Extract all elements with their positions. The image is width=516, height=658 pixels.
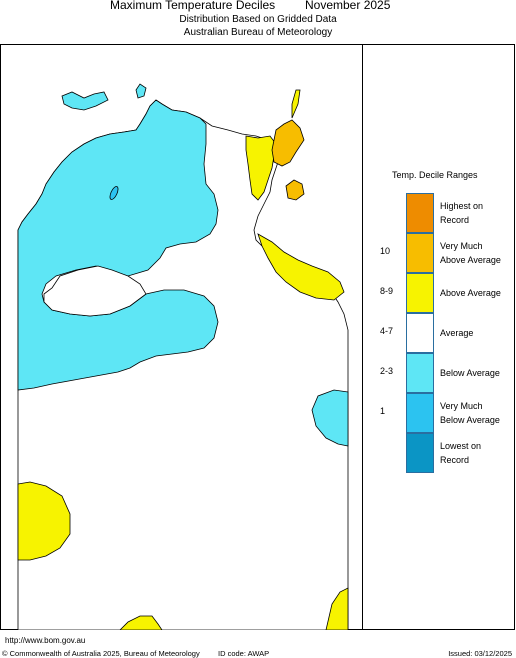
source-url: http://www.bom.gov.au	[5, 636, 86, 645]
legend-label-line: Above Average	[440, 255, 501, 265]
legend-label-line: Below Average	[440, 368, 500, 378]
region-average-inner	[43, 265, 147, 317]
map-agency: Australian Bureau of Meteorology	[183, 27, 333, 38]
legend-range: 1	[380, 406, 386, 416]
legend-row: 2-3 Below Average	[360, 353, 515, 393]
copyright-text: © Commonwealth of Australia 2025, Bureau…	[2, 649, 200, 658]
region-below-average-east	[311, 389, 349, 447]
legend-divider	[362, 44, 363, 630]
legend-label: Above Average	[440, 286, 501, 300]
legend-swatch	[406, 353, 434, 393]
legend-label-line: Record	[440, 455, 470, 465]
legend-row: Lowest on Record	[360, 433, 515, 473]
legend-range: 4-7	[380, 326, 394, 336]
region-above-average-southeast	[325, 587, 349, 630]
legend-row: 4-7 Average	[360, 313, 515, 353]
legend-label-line: Lowest on	[440, 441, 482, 451]
legend-range: 10	[380, 246, 391, 256]
legend-label-line: Above Average	[440, 288, 501, 298]
region-above-average-northeast	[245, 135, 277, 201]
legend-swatch	[406, 233, 434, 273]
region-very-much-above-average-island	[285, 179, 305, 201]
legend-swatch	[406, 193, 434, 233]
region-above-average-south	[119, 615, 163, 630]
island-north-2	[135, 83, 147, 99]
legend-swatch	[406, 313, 434, 353]
legend-label-line: Average	[440, 328, 474, 338]
legend-label-line: Very Much	[440, 241, 483, 251]
id-code: ID code: AWAP	[218, 649, 270, 658]
legend-title: Temp. Decile Ranges	[392, 170, 478, 180]
island-above-average	[291, 89, 301, 119]
issued-date: Issued: 03/12/2025	[448, 649, 512, 658]
legend-swatch	[406, 433, 434, 473]
map-subtitle: Distribution Based on Gridded Data	[179, 14, 337, 25]
legend-row: Highest on Record	[360, 193, 515, 233]
legend-label-line: Record	[440, 215, 470, 225]
legend-range: 8-9	[380, 286, 394, 296]
legend-label: Very Much Above Average	[440, 239, 501, 267]
legend-label: Below Average	[440, 366, 500, 380]
legend-label-line: Highest on	[440, 201, 484, 211]
legend-swatch	[406, 393, 434, 433]
legend-label-line: Very Much	[440, 401, 483, 411]
island-north-1	[61, 91, 109, 111]
legend-swatch	[406, 273, 434, 313]
region-above-average-gulf	[257, 233, 345, 301]
decile-map	[17, 83, 349, 630]
legend-row: 1 Very Much Below Average	[360, 393, 515, 433]
lake-feature	[109, 186, 119, 200]
legend-label: Highest on Record	[440, 199, 483, 227]
region-very-much-above-average	[271, 119, 305, 167]
region-below-average-west	[17, 99, 219, 391]
legend-label: Lowest on Record	[440, 439, 481, 467]
legend-row: 8-9 Above Average	[360, 273, 515, 313]
region-above-average-southwest	[17, 481, 71, 561]
map-title: Maximum Temperature Deciles	[110, 0, 276, 12]
map-period: November 2025	[305, 0, 391, 12]
legend-row: 10 Very Much Above Average	[360, 233, 515, 273]
legend-range: 2-3	[380, 366, 394, 376]
legend-label-line: Below Average	[440, 415, 500, 425]
legend-label: Very Much Below Average	[440, 399, 500, 427]
legend-label: Average	[440, 326, 473, 340]
